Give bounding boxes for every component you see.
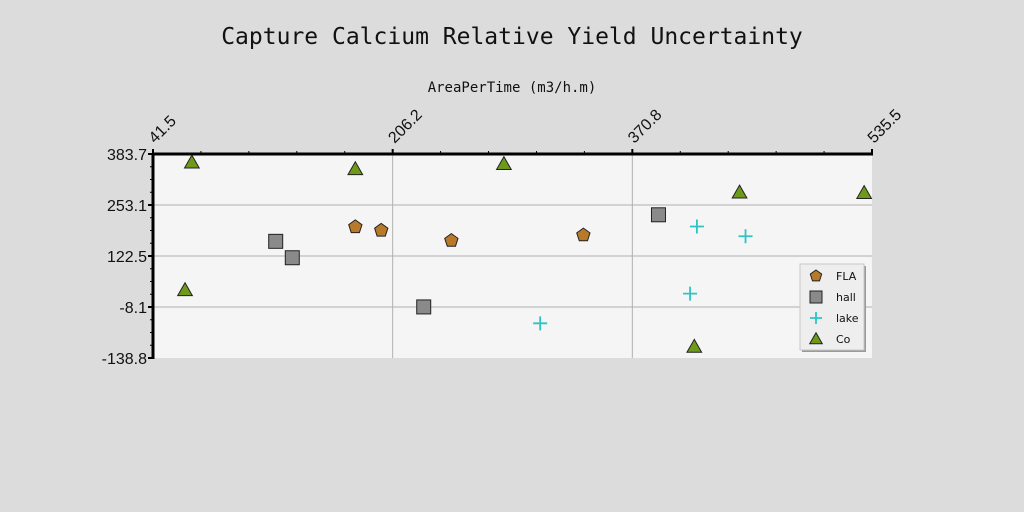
y-tick-label: 253.1	[107, 198, 147, 215]
data-point-fla	[348, 219, 363, 234]
data-point-hall	[268, 233, 284, 249]
data-point-co	[183, 154, 201, 169]
x-axis: 41.5 206.2 370.8 535.5	[146, 106, 905, 156]
data-point-hall	[650, 207, 666, 223]
data-point-hall	[416, 299, 432, 315]
data-point-lake	[738, 229, 753, 244]
data-point-co	[855, 184, 873, 199]
x-tick-label: 41.5	[146, 113, 180, 147]
data-points	[176, 154, 873, 353]
x-tick-label: 370.8	[625, 106, 665, 146]
y-tick-label: -8.1	[119, 300, 147, 317]
data-point-lake	[683, 286, 698, 301]
data-point-co	[686, 338, 703, 353]
data-point-fla	[444, 232, 459, 247]
y-tick-label: 122.5	[107, 249, 147, 266]
y-axis: 383.7 253.1 122.5 -8.1 -138.8	[102, 147, 155, 368]
legend-marker-lake	[810, 312, 822, 324]
chart-title: Capture Calcium Relative Yield Uncertain…	[221, 24, 803, 50]
x-axis-label: AreaPerTime (m3/h.m)	[428, 80, 597, 96]
data-point-co	[176, 281, 194, 297]
y-tick-label: 383.7	[107, 147, 147, 164]
data-point-hall	[284, 250, 300, 266]
data-point-fla	[374, 222, 389, 237]
legend: FLA hall lake Co	[799, 263, 866, 352]
data-point-co	[495, 155, 513, 171]
legend-label: FLA	[836, 270, 857, 283]
data-point-co	[731, 184, 748, 199]
data-point-fla	[576, 227, 591, 242]
x-tick-label: 535.5	[865, 106, 905, 146]
legend-label: Co	[836, 333, 851, 346]
y-tick-label: -138.8	[102, 351, 147, 368]
data-point-lake	[533, 316, 548, 331]
legend-label: lake	[836, 312, 859, 325]
legend-marker-co	[808, 331, 824, 345]
x-tick-label: 206.2	[385, 106, 425, 146]
gridlines	[153, 154, 872, 358]
legend-marker-hall	[809, 290, 823, 304]
legend-label: hall	[836, 291, 856, 304]
data-point-lake	[689, 219, 704, 234]
legend-box	[799, 263, 865, 351]
legend-marker-fla	[809, 269, 823, 282]
data-point-co	[347, 160, 364, 176]
